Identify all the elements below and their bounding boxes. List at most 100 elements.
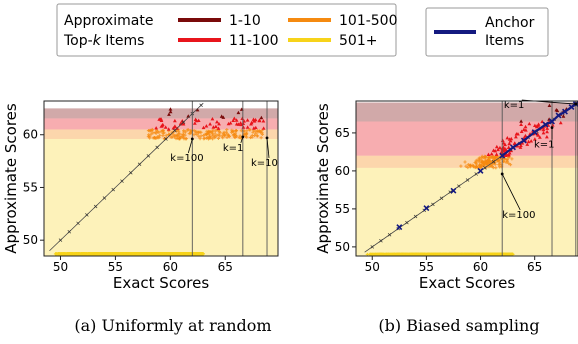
panel-a-point xyxy=(177,131,181,135)
panel-b-point xyxy=(503,142,507,147)
panel-a-xlabel: Exact Scores xyxy=(113,274,209,292)
panel-a-point xyxy=(192,133,196,137)
legend-anchor-label-line1: Anchor xyxy=(485,15,535,31)
panel-a-point xyxy=(233,131,237,135)
panel-b-point xyxy=(555,108,560,113)
panel-b-point xyxy=(507,151,512,155)
panel-b-ylabel: Approximate Scores xyxy=(314,103,332,254)
panel-b-diagonal-mark xyxy=(387,232,392,237)
panel-b-point xyxy=(512,141,517,145)
panel-b-point xyxy=(496,147,500,152)
panel-b-point xyxy=(494,144,499,149)
panel-b-diagonal-mark xyxy=(457,184,461,188)
panel-a-point xyxy=(245,131,249,135)
panel-a-point xyxy=(193,117,198,121)
panel-b-diagonal-mark xyxy=(439,196,444,201)
panel-a-annotation-arrow xyxy=(187,138,193,154)
panel-b-point xyxy=(525,142,530,146)
panel-a-diagonal-mark xyxy=(172,128,177,133)
panel-a-point xyxy=(218,130,222,134)
panel-a-diagonal-mark xyxy=(164,137,168,141)
panel-b-point xyxy=(466,163,470,167)
panel-a-point xyxy=(76,252,80,256)
panel-a-ytick-label: 55 xyxy=(23,180,38,194)
panel-a-point xyxy=(149,132,153,136)
panel-b-point xyxy=(486,156,490,160)
panel-a-point xyxy=(211,134,215,138)
panel-a-diagonal-mark xyxy=(146,154,151,158)
panel-b-point xyxy=(519,129,524,133)
panel-a-ytick-label: 50 xyxy=(23,233,38,247)
panel-a-point xyxy=(58,252,62,256)
panel-a-diagonal-mark xyxy=(67,230,72,234)
panel-b-point xyxy=(486,152,491,157)
panel-b-point xyxy=(482,163,486,167)
panel-b-diagonal-mark xyxy=(413,214,418,219)
panel-a-point xyxy=(210,132,215,136)
panel-a-point xyxy=(213,129,217,133)
panel-b-point xyxy=(494,166,498,170)
panel-b-annotation-arrow xyxy=(501,173,521,211)
panel-b-ytick-label: 55 xyxy=(335,202,350,216)
panel-b-point xyxy=(498,165,502,169)
panel-a-point xyxy=(244,134,248,138)
panel-a-point xyxy=(174,136,178,141)
panel-a-point xyxy=(245,118,250,122)
panel-b-point xyxy=(536,122,541,126)
panel-a-point xyxy=(159,124,164,128)
panel-a-point xyxy=(154,126,159,130)
panel-b-point xyxy=(504,153,509,157)
panel-a-point xyxy=(224,130,228,134)
panel-b-point xyxy=(527,121,532,126)
panel-a-point xyxy=(168,107,173,111)
panel-a-point xyxy=(131,252,136,256)
panel-b-ytick-label: 50 xyxy=(335,240,350,254)
panel-b-point xyxy=(493,155,497,160)
panel-b-point xyxy=(521,127,526,132)
panel-b-xticks: 50 55 60 65 xyxy=(365,256,542,274)
panel-a-point xyxy=(167,112,171,116)
legend-label-101-500: 101-500 xyxy=(339,13,398,29)
panel-a-point xyxy=(89,252,93,256)
panel-a-point xyxy=(215,119,219,124)
panel-b-point xyxy=(495,159,500,163)
panel-a-band-501+ xyxy=(44,138,278,256)
panel-a-annotation-label: k=100 xyxy=(170,153,203,164)
panel-a-point xyxy=(255,134,259,138)
panel-b-point xyxy=(545,129,549,134)
panel-a-point xyxy=(166,127,171,131)
panel-a-point xyxy=(99,252,103,256)
panel-b-point xyxy=(518,145,523,149)
panel-a-point xyxy=(169,252,173,256)
panel-b-point xyxy=(541,127,546,132)
panel-a-point xyxy=(261,126,266,130)
panel-a-point xyxy=(200,252,204,256)
legend-anchor-label-line2: Items xyxy=(485,33,524,49)
panel-b-xtick-label: 65 xyxy=(527,260,542,274)
panel-a-diagonal-mark xyxy=(85,213,89,217)
panel-b-point xyxy=(541,130,546,135)
panel-b-ytick-label: 60 xyxy=(335,164,350,178)
panel-a-point xyxy=(151,131,155,135)
panel-a-xtick-label: 65 xyxy=(218,260,233,274)
panel-b-annotation-label: k=1 xyxy=(534,140,555,151)
panel-a-diagonal xyxy=(49,102,204,252)
panel-b-band-101-500 xyxy=(356,155,578,168)
panel-a-ylabel: Approximate Scores xyxy=(2,103,20,254)
panel-a: k=100 k=1 k=10 50 55 60 65 50 55 60 Exact Score… xyxy=(2,100,279,335)
panel-a-point xyxy=(231,129,236,133)
panel-b-band-1-10 xyxy=(356,102,578,122)
panel-b-point xyxy=(519,119,524,123)
panel-a-band-1-10 xyxy=(44,108,278,119)
panel-a-point xyxy=(249,120,254,125)
panel-a-point xyxy=(148,134,152,138)
panel-a-vlines xyxy=(191,101,268,256)
panel-a-point xyxy=(215,133,219,138)
panel-a-point xyxy=(208,136,212,141)
legend-label-1-10: 1-10 xyxy=(229,13,261,29)
panel-b-point xyxy=(523,124,528,129)
panel-b-caption: (b) Biased sampling xyxy=(378,316,539,335)
legend-title-items: Items xyxy=(101,33,145,49)
panel-a-point xyxy=(228,121,233,125)
panel-b-annotation-tip xyxy=(574,102,578,106)
